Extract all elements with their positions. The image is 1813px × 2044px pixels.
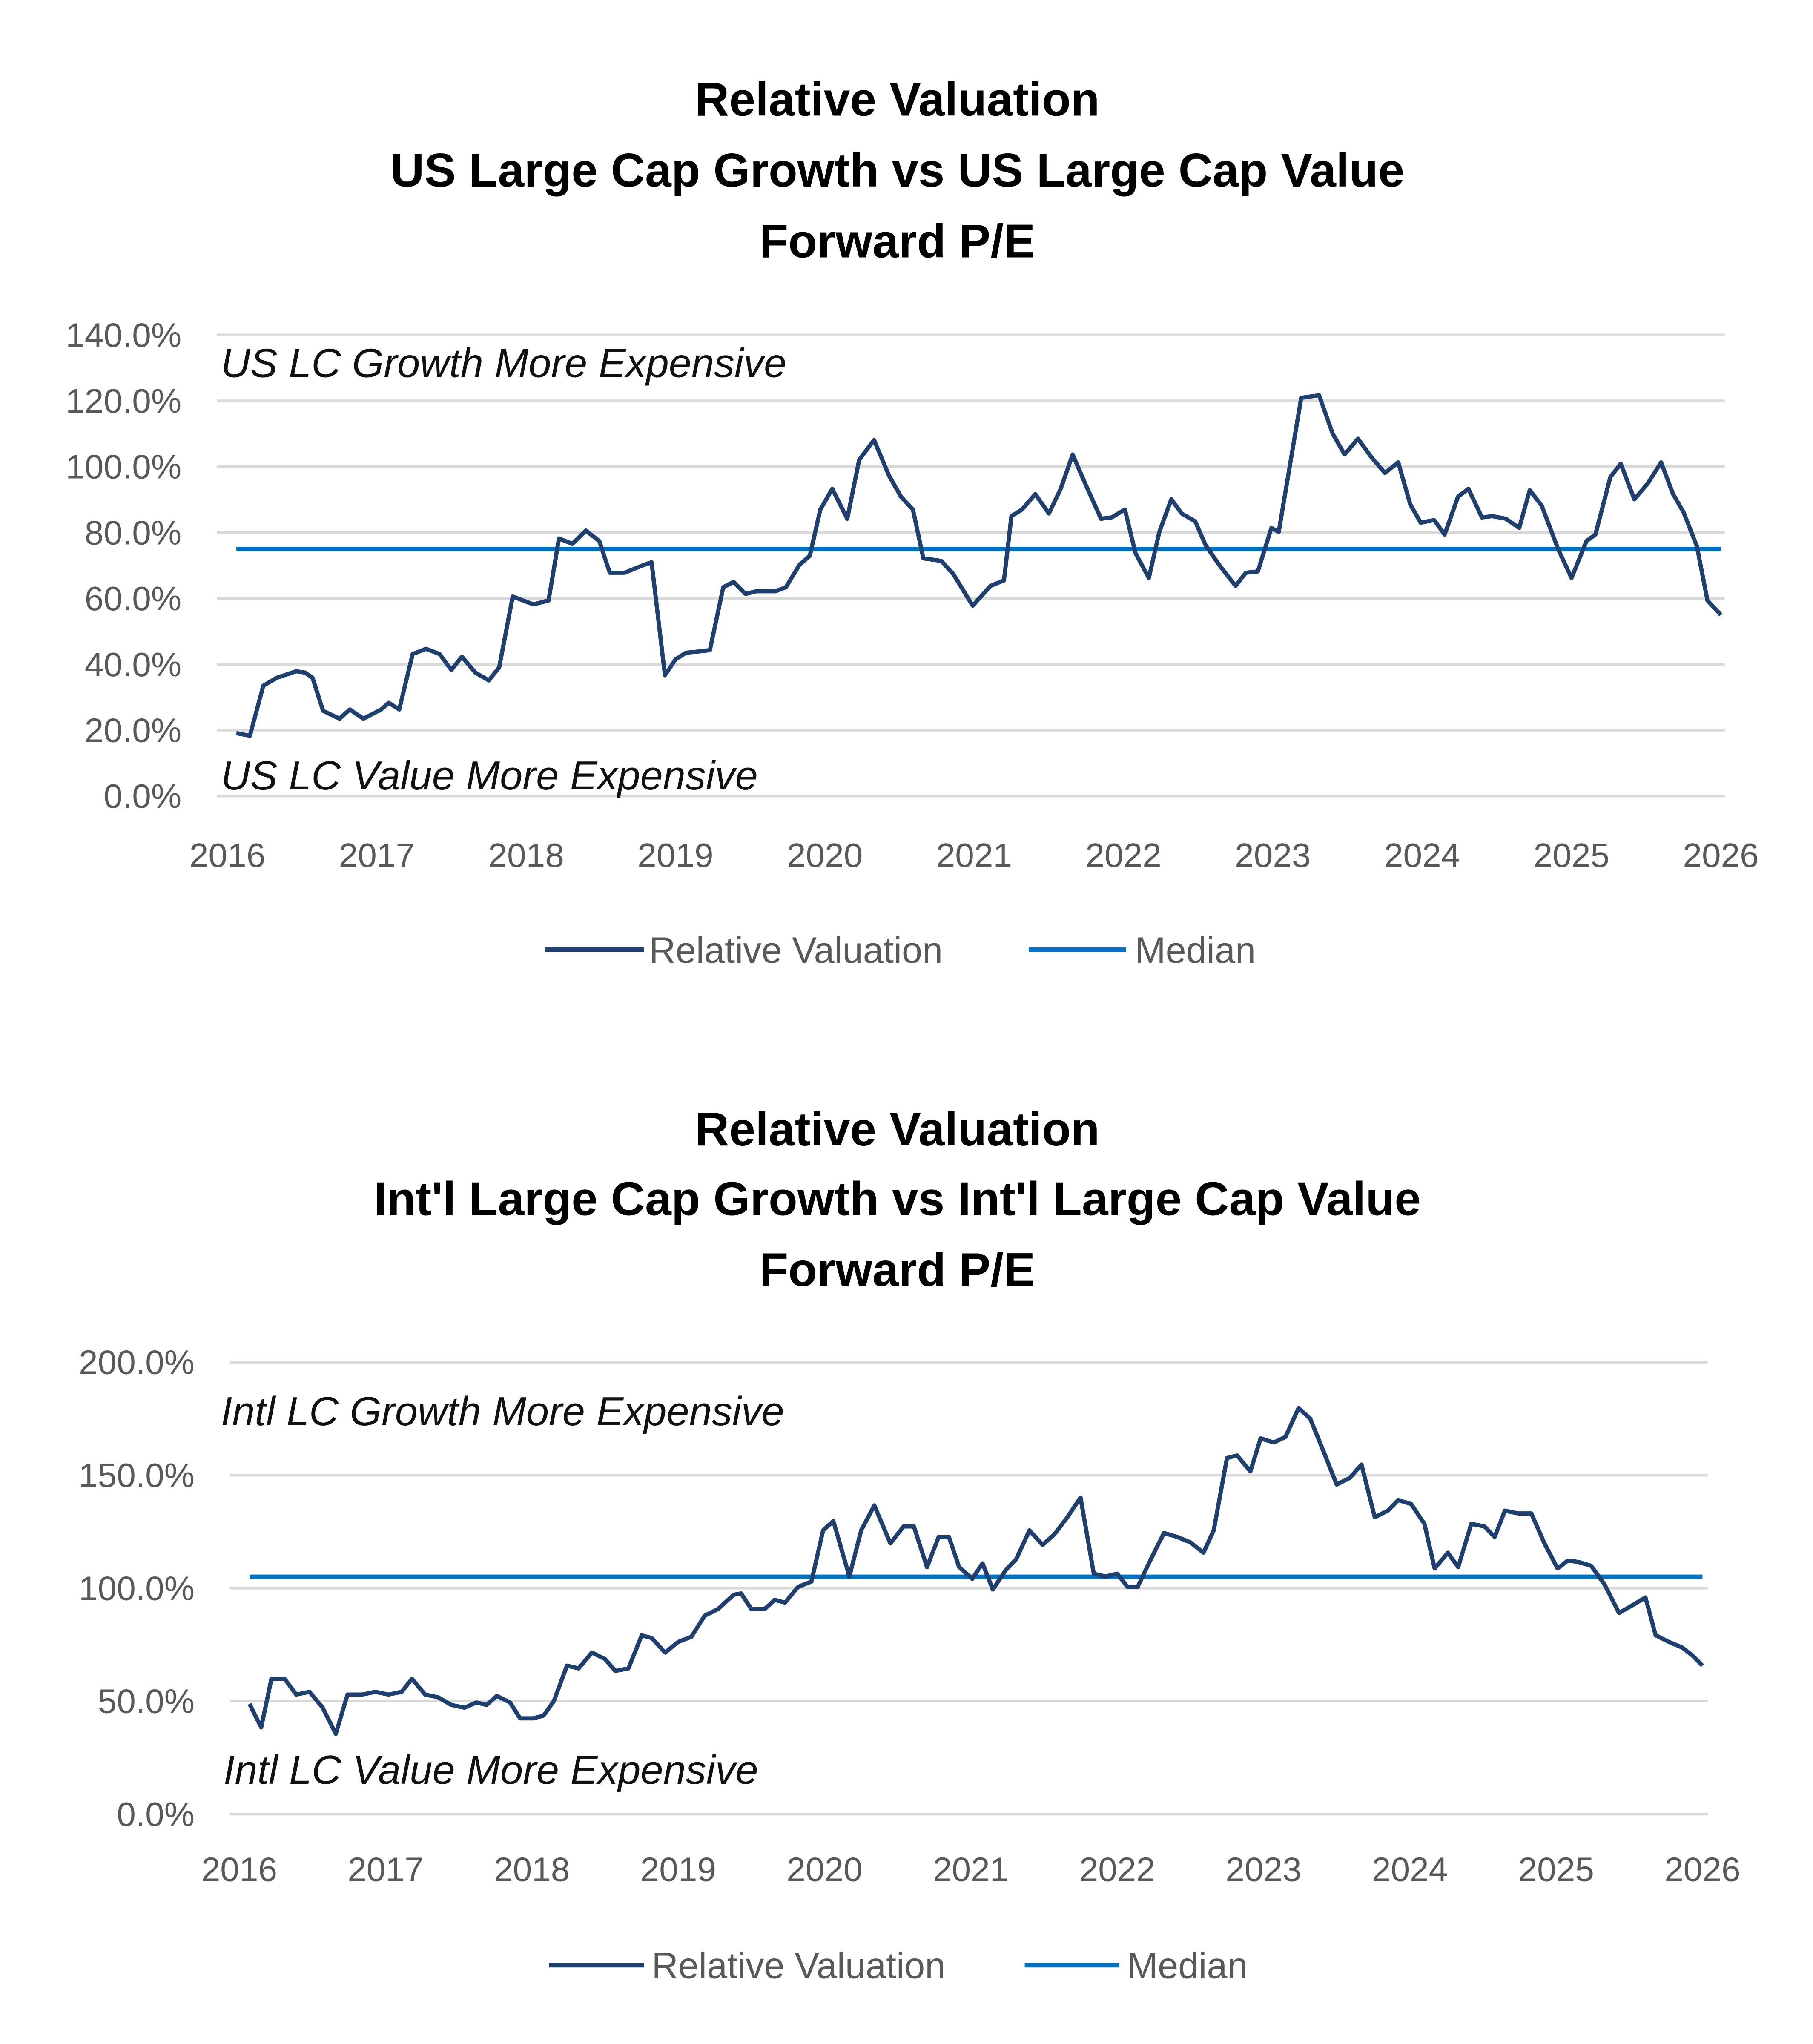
relative-valuation-line [236, 393, 1723, 738]
y-tick-label: 140.0% [66, 316, 181, 354]
x-tick-label: 2016 [201, 1850, 277, 1888]
y-tick-label: 0.0% [103, 777, 181, 815]
y-tick-label: 150.0% [79, 1456, 195, 1494]
x-tick-label: 2023 [1235, 836, 1311, 874]
y-tick-label: 100.0% [79, 1569, 195, 1607]
x-tick-label: 2021 [936, 836, 1012, 874]
x-tick-label: 2019 [640, 1850, 716, 1888]
y-tick-label: 80.0% [85, 513, 181, 551]
x-tick-label: 2020 [787, 836, 863, 874]
x-tick-label: 2019 [637, 836, 713, 874]
x-tick-label: 2026 [1683, 836, 1758, 874]
y-tick-label: 100.0% [66, 448, 181, 486]
x-tick-label: 2018 [494, 1850, 570, 1888]
annotation-growth-expensive: US LC Growth More Expensive [221, 340, 786, 386]
chart-title-line: Forward P/E [759, 1243, 1035, 1296]
x-tick-label: 2025 [1518, 1850, 1594, 1888]
annotation-growth-expensive: Intl LC Growth More Expensive [221, 1389, 784, 1434]
chart-us-large-cap: Relative Valuation US Large Cap Growth vs… [66, 72, 1759, 971]
x-tick-label: 2017 [347, 1850, 423, 1888]
x-tick-label: 2021 [933, 1850, 1009, 1888]
x-tick-label: 2020 [786, 1850, 862, 1888]
x-tick-label: 2017 [339, 836, 415, 874]
legend-label: Median [1135, 930, 1256, 971]
chart-title-line: Relative Valuation [695, 1102, 1099, 1156]
relative-valuation-line [247, 1406, 1704, 1736]
x-tick-label: 2023 [1225, 1850, 1301, 1888]
y-tick-label: 50.0% [98, 1682, 195, 1720]
x-tick-label: 2025 [1534, 836, 1609, 874]
legend-label: Relative Valuation [649, 930, 943, 971]
chart-title-line: Relative Valuation [695, 72, 1099, 126]
x-tick-label: 2026 [1664, 1850, 1740, 1888]
y-tick-label: 0.0% [117, 1795, 195, 1833]
annotation-value-expensive: Intl LC Value More Expensive [224, 1747, 758, 1793]
legend-label: Median [1127, 1946, 1248, 1987]
x-tick-label: 2022 [1079, 1850, 1155, 1888]
legend-label: Relative Valuation [652, 1946, 946, 1987]
x-tick-label: 2024 [1384, 836, 1460, 874]
x-tick-label: 2018 [488, 836, 564, 874]
chart-title-line: Forward P/E [759, 215, 1035, 268]
chart-title-line: Int'l Large Cap Growth vs Int'l Large Ca… [374, 1172, 1421, 1225]
x-tick-label: 2016 [189, 836, 265, 874]
y-tick-label: 60.0% [85, 579, 181, 617]
x-tick-label: 2022 [1085, 836, 1161, 874]
y-tick-label: 120.0% [66, 382, 181, 420]
y-tick-label: 20.0% [85, 711, 181, 749]
x-tick-label: 2024 [1372, 1850, 1448, 1888]
y-tick-label: 40.0% [85, 645, 181, 683]
y-tick-label: 200.0% [79, 1343, 195, 1381]
annotation-value-expensive: US LC Value More Expensive [221, 753, 758, 798]
chart-intl-large-cap: Relative Valuation Int'l Large Cap Growth… [79, 1102, 1741, 1987]
chart-title-line: US Large Cap Growth vs US Large Cap Valu… [390, 144, 1404, 197]
